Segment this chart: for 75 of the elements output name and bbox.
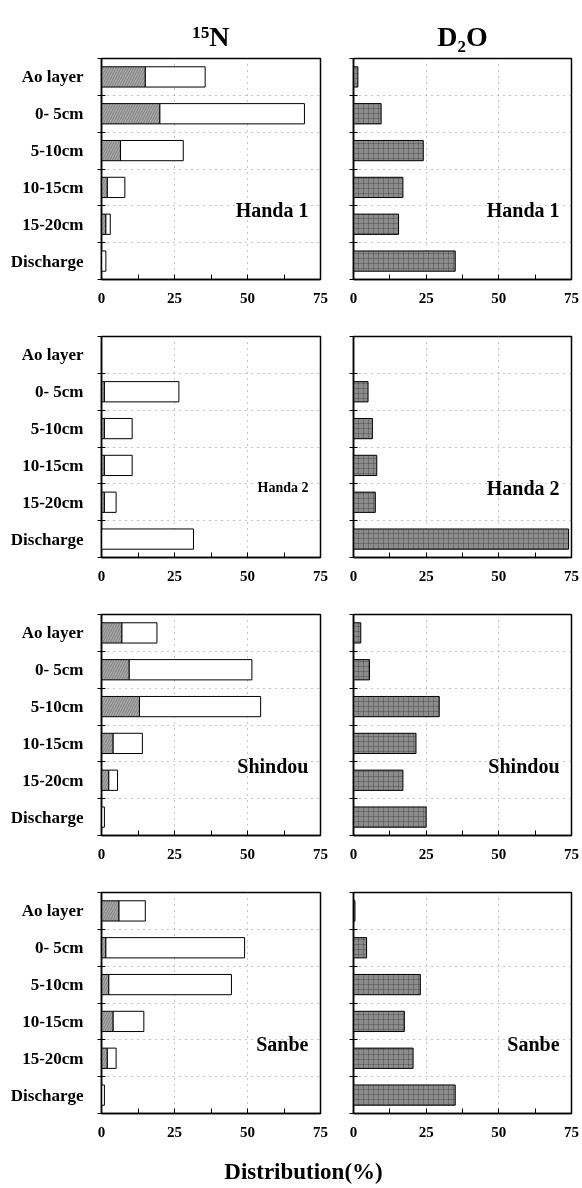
x-tick-label: 25 [418,289,434,306]
x-axis-title: Distribution(%) [224,1159,383,1184]
x-tick-label: 50 [240,567,255,584]
annotation: Handa 2 [486,476,560,499]
x-tick-label: 0 [349,1123,358,1140]
annotation: Shindou [237,754,309,777]
y-tick-label: 5-10cm [30,419,84,439]
y-tick-label: 15-20cm [22,492,84,512]
x-tick-label: 0 [349,567,358,584]
x-tick-label: 0 [349,845,358,862]
x-tick-label: 75 [564,289,579,306]
x-tick-label: 75 [564,1123,579,1140]
y-tick-label: 0- 5cm [34,104,84,124]
bar [103,381,180,403]
x-tick-label: 50 [240,1123,255,1140]
y-tick-label: 15-20cm [22,1048,84,1068]
annotation: Sanbe [256,1032,309,1055]
y-tick-label: 10-15cm [22,1011,84,1031]
y-tick-label: 5-10cm [30,697,84,717]
x-tick-label: 0 [97,1123,106,1140]
x-tick-label: 75 [564,567,579,584]
x-tick-label: 25 [418,567,434,584]
x-tick-label: 50 [240,845,255,862]
y-tick-label: 15-20cm [22,214,84,234]
x-tick-label: 75 [313,289,328,306]
y-tick-label: Discharge [10,529,84,549]
y-tick-label: Discharge [10,807,84,827]
annotation: Handa 1 [486,198,560,221]
y-tick-label: Ao layer [21,901,84,921]
y-tick-label: 5-10cm [30,975,84,995]
x-tick-label: 0 [349,289,358,306]
x-tick-label: 0 [97,845,106,862]
x-tick-label: 75 [313,845,328,862]
x-tick-label: 25 [418,845,434,862]
x-tick-label: 0 [97,567,106,584]
y-tick-label: Ao layer [21,345,84,365]
y-tick-label: 0- 5cm [34,660,84,680]
x-tick-label: 50 [491,845,507,862]
x-tick-label: 25 [167,289,182,306]
x-tick-label: 25 [167,567,182,584]
y-tick-label: 0- 5cm [34,938,84,958]
x-tick-label: 75 [313,1123,328,1140]
bar [103,491,117,513]
bar [105,213,111,235]
y-tick-label: 0- 5cm [34,382,84,402]
annotation: Handa 1 [235,198,309,221]
chart-title: D₂O [437,20,488,52]
x-tick-label: 50 [491,289,507,306]
bar [105,937,246,959]
x-tick-label: 50 [240,289,255,306]
y-tick-label: Ao layer [21,623,84,643]
y-tick-label: 10-15cm [22,455,84,475]
x-tick-label: 75 [564,845,579,862]
x-tick-label: 25 [418,1123,434,1140]
y-tick-label: Discharge [10,1085,84,1105]
annotation: Handa 2 [257,480,309,496]
bar [103,417,133,440]
x-tick-label: 0 [97,289,106,306]
y-tick-label: Discharge [10,251,84,271]
y-tick-label: 10-15cm [22,177,84,197]
y-tick-label: 15-20cm [22,770,84,790]
bar [103,454,133,477]
bar [106,1047,117,1069]
x-tick-label: 25 [167,845,182,862]
annotation: Shindou [488,754,560,777]
x-tick-label: 75 [313,567,328,584]
x-tick-label: 25 [167,1123,182,1140]
y-tick-label: 5-10cm [30,141,84,161]
x-tick-label: 50 [491,1123,507,1140]
y-tick-label: 10-15cm [22,733,84,753]
bar [106,176,126,199]
annotation: Sanbe [507,1032,560,1055]
x-tick-label: 50 [491,567,507,584]
y-tick-label: Ao layer [21,67,84,87]
chart-title: ¹⁵N [192,20,230,52]
